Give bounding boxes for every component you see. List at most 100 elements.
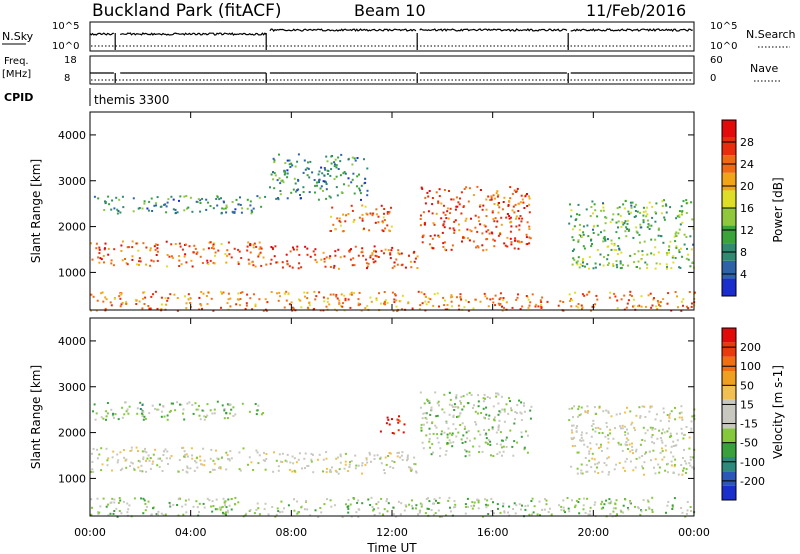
range-cell	[213, 408, 216, 411]
range-cell	[421, 241, 424, 244]
range-cell	[210, 297, 213, 300]
range-cell	[100, 469, 103, 472]
range-cell	[650, 252, 653, 255]
range-cell	[598, 406, 601, 409]
range-cell	[673, 235, 676, 238]
range-cell	[651, 434, 654, 436]
range-cell	[339, 160, 342, 163]
range-cell	[306, 174, 309, 177]
range-cell	[666, 430, 669, 433]
range-cell	[477, 499, 480, 502]
range-cell	[375, 208, 378, 211]
range-cell	[620, 225, 623, 228]
range-cell	[417, 290, 420, 293]
range-cell	[517, 247, 520, 250]
range-cell	[488, 397, 491, 400]
range-cell	[619, 412, 622, 415]
range-cell	[498, 206, 501, 209]
range-cell	[472, 307, 475, 310]
range-cell	[531, 293, 534, 296]
range-cell	[499, 443, 502, 446]
range-cell	[184, 295, 186, 298]
range-cell	[148, 459, 151, 462]
range-cell	[498, 451, 501, 454]
range-cell	[597, 472, 600, 474]
range-cell	[450, 294, 453, 297]
colorbar-swatch	[722, 457, 736, 472]
range-cell	[107, 514, 110, 517]
range-cell	[615, 221, 618, 224]
range-cell	[649, 292, 652, 295]
range-cell	[623, 294, 626, 297]
range-cell	[453, 220, 456, 223]
range-cell	[691, 218, 694, 221]
range-cell	[572, 257, 575, 260]
range-cell	[240, 257, 243, 259]
range-cell	[686, 501, 689, 503]
range-cell	[230, 408, 233, 411]
range-cell	[524, 505, 527, 508]
range-cell	[635, 457, 638, 460]
range-cell	[615, 263, 618, 266]
range-cell	[398, 420, 401, 423]
range-cell	[677, 306, 679, 309]
range-cell	[181, 447, 183, 449]
range-cell	[169, 457, 172, 460]
range-cell	[386, 416, 389, 419]
range-cell	[139, 469, 142, 472]
range-cell	[391, 291, 394, 294]
range-cell	[663, 456, 666, 459]
range-cell	[569, 300, 571, 302]
range-cell	[323, 257, 326, 260]
range-cell	[156, 307, 159, 310]
range-cell	[118, 510, 121, 512]
range-cell	[351, 178, 354, 181]
range-cell	[374, 254, 377, 257]
range-cell	[198, 502, 201, 505]
range-cell	[430, 408, 433, 411]
range-cell	[529, 237, 532, 240]
range-cell	[431, 203, 434, 206]
range-cell	[366, 265, 369, 268]
range-cell	[419, 304, 422, 307]
range-cell	[401, 308, 404, 311]
range-cell	[429, 446, 431, 449]
range-cell	[254, 304, 257, 307]
range-cell	[477, 507, 480, 510]
range-cell	[639, 513, 642, 516]
range-cell	[392, 513, 395, 516]
range-cell	[595, 443, 598, 446]
range-cell	[659, 301, 662, 304]
range-cell	[654, 418, 657, 421]
range-cell	[149, 307, 152, 310]
range-cell	[543, 508, 546, 511]
range-cell	[682, 467, 685, 470]
range-cell	[431, 247, 434, 250]
range-cell	[149, 249, 152, 252]
range-cell	[270, 173, 273, 176]
range-cell	[604, 239, 607, 242]
range-cell	[468, 187, 471, 190]
range-cell	[272, 178, 275, 181]
range-cell	[413, 456, 416, 459]
range-cell	[334, 469, 337, 472]
range-cell	[174, 208, 177, 211]
range-cell	[392, 309, 395, 312]
range-cell	[411, 499, 413, 502]
range-cell	[601, 470, 604, 473]
range-cell	[589, 447, 592, 450]
range-cell	[189, 297, 192, 300]
range-cell	[387, 418, 390, 421]
range-cell	[665, 263, 668, 266]
range-cell	[645, 206, 648, 209]
range-cell	[514, 203, 517, 206]
range-cell	[495, 392, 497, 395]
range-cell	[171, 255, 173, 258]
range-cell	[476, 185, 479, 188]
range-cell	[581, 307, 583, 310]
range-cell	[504, 244, 507, 247]
y-tick-label: 4000	[58, 335, 86, 348]
range-cell	[203, 415, 206, 418]
range-cell	[519, 411, 522, 414]
range-cell	[263, 451, 265, 454]
